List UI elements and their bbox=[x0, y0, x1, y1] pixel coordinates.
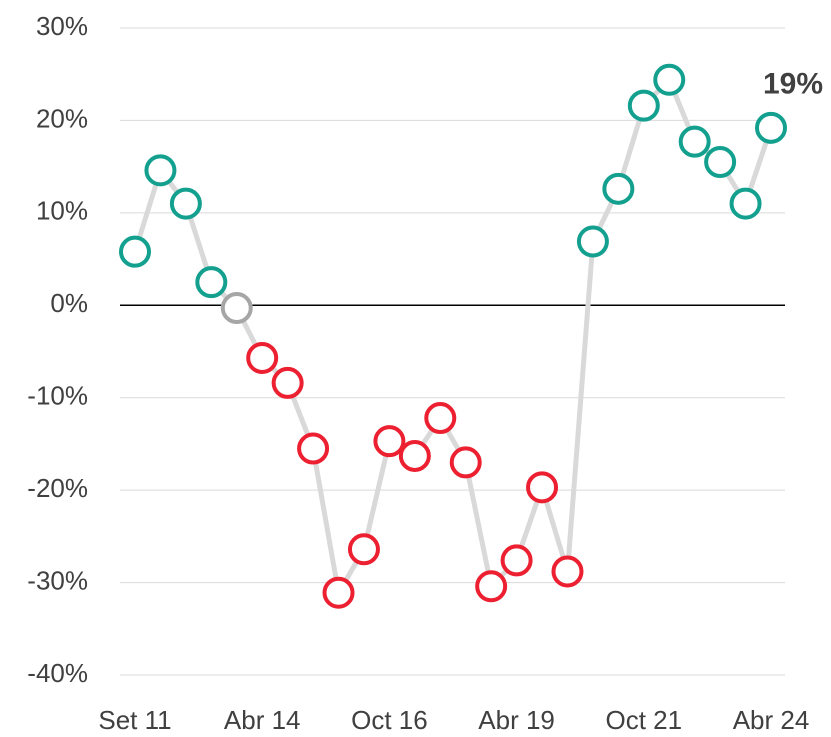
point bbox=[297, 432, 330, 465]
y-tick-label: 20% bbox=[36, 103, 88, 133]
point bbox=[678, 125, 711, 158]
point bbox=[704, 146, 737, 179]
point bbox=[373, 425, 406, 458]
x-tick-label: Set 11 bbox=[98, 705, 171, 735]
x-tick-label: Abr 24 bbox=[733, 705, 810, 735]
point bbox=[449, 446, 482, 479]
y-tick-label: -40% bbox=[27, 658, 88, 688]
point bbox=[526, 471, 559, 504]
y-tick-label: 10% bbox=[36, 196, 88, 226]
point bbox=[119, 235, 151, 268]
data-label: 19% bbox=[763, 68, 823, 101]
point bbox=[144, 154, 177, 187]
y-tick-label: -20% bbox=[27, 473, 88, 503]
point bbox=[347, 533, 380, 566]
point bbox=[169, 187, 202, 220]
point bbox=[755, 111, 787, 144]
point bbox=[551, 555, 584, 588]
point bbox=[271, 366, 304, 399]
x-tick-label: Oct 21 bbox=[606, 705, 683, 735]
y-tick-label: -30% bbox=[27, 565, 88, 595]
x-tick-label: Abr 19 bbox=[478, 705, 555, 735]
point bbox=[220, 292, 253, 325]
point bbox=[424, 402, 457, 435]
point bbox=[576, 225, 609, 258]
y-tick-label: 0% bbox=[50, 288, 88, 318]
point bbox=[475, 570, 508, 603]
x-tick-label: Abr 14 bbox=[224, 705, 301, 735]
point bbox=[398, 439, 431, 472]
point bbox=[500, 544, 533, 577]
point bbox=[602, 172, 635, 205]
series-line bbox=[132, 75, 774, 600]
point bbox=[246, 341, 279, 374]
y-tick-label: -10% bbox=[27, 381, 88, 411]
point bbox=[653, 63, 686, 96]
point bbox=[729, 187, 762, 220]
point bbox=[627, 89, 660, 122]
y-tick-label: 30% bbox=[36, 11, 88, 41]
point bbox=[322, 576, 355, 609]
x-tick-label: Oct 16 bbox=[351, 705, 428, 735]
point bbox=[195, 266, 228, 299]
